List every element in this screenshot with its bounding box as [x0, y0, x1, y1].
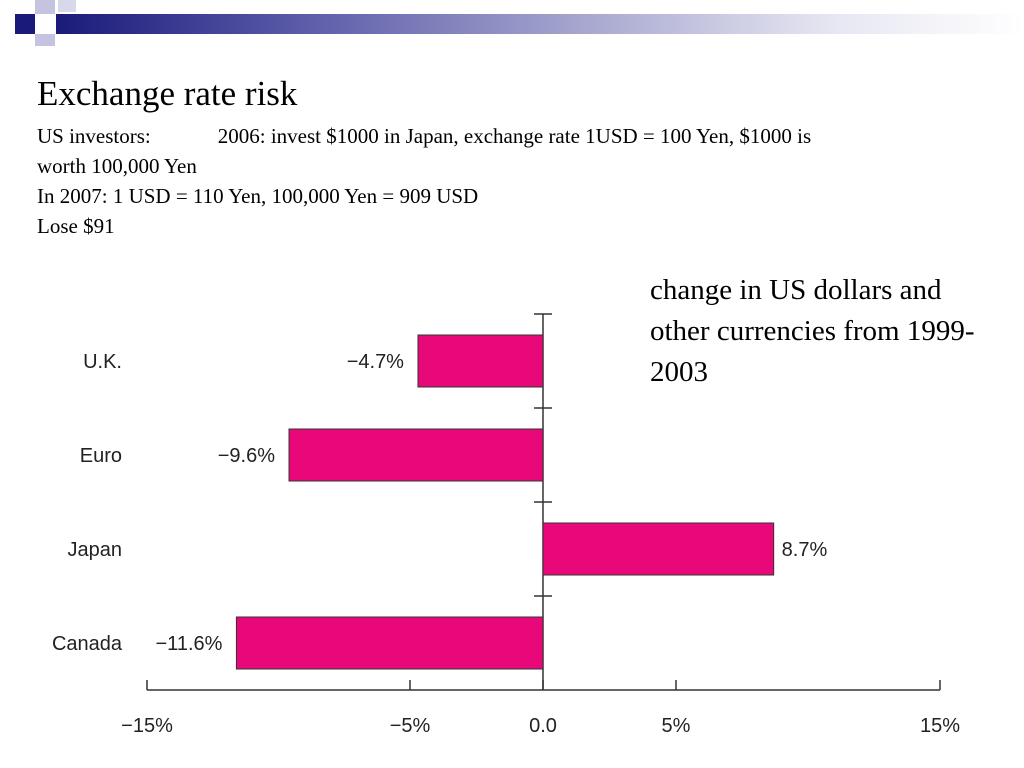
- header-gradient-bar: [56, 14, 1024, 34]
- x-tick-label: 0.0: [529, 715, 557, 737]
- category-label: U.K.: [83, 351, 122, 373]
- header-square-light: [35, 0, 55, 14]
- x-tick-label: 15%: [920, 715, 960, 737]
- body-line-3: In 2007: 1 USD = 110 Yen, 100,000 Yen = …: [37, 184, 479, 208]
- body-line-4: Lose $91: [37, 214, 115, 238]
- category-label: Canada: [52, 633, 123, 655]
- category-label: Japan: [68, 539, 123, 561]
- body-line-1-label: US investors:: [37, 124, 151, 148]
- bar-japan: [542, 522, 775, 576]
- x-tick-label: −5%: [390, 715, 431, 737]
- x-tick-label: −15%: [121, 715, 173, 737]
- bar-canada: [235, 616, 544, 670]
- bar-uk: [417, 334, 544, 388]
- value-label: −9.6%: [218, 445, 275, 467]
- body-line-1: US investors: 2006: invest $1000 in Japan…: [37, 121, 987, 151]
- bar-euro: [288, 428, 544, 482]
- chart-caption: change in US dollars and other currencie…: [650, 274, 975, 388]
- value-label: −4.7%: [347, 351, 404, 373]
- header-square-mid: [58, 0, 76, 12]
- body-line-1-text: 2006: invest $1000 in Japan, exchange ra…: [217, 124, 812, 148]
- x-tick-label: 5%: [662, 715, 691, 737]
- category-label: Euro: [80, 445, 122, 467]
- header-square-light-2: [35, 34, 55, 46]
- slide-title: Exchange rate risk: [37, 74, 298, 113]
- value-label: −11.6%: [156, 633, 223, 655]
- header-decoration: [0, 0, 1024, 46]
- body-line-2: worth 100,000 Yen: [37, 154, 197, 178]
- value-label: 8.7%: [782, 539, 828, 561]
- slide-body: US investors: 2006: invest $1000 in Japan…: [37, 121, 987, 241]
- header-square-dark: [15, 14, 35, 34]
